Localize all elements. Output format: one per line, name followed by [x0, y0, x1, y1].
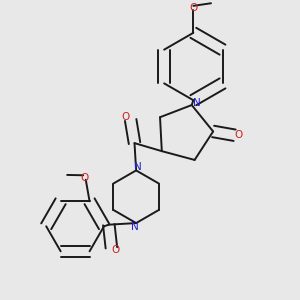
Text: N: N: [134, 162, 142, 172]
Text: N: N: [193, 98, 200, 108]
Text: O: O: [80, 173, 88, 183]
Text: O: O: [189, 3, 197, 13]
Text: O: O: [122, 112, 130, 122]
Text: O: O: [111, 245, 119, 255]
Text: O: O: [234, 130, 243, 140]
Text: N: N: [130, 222, 138, 232]
